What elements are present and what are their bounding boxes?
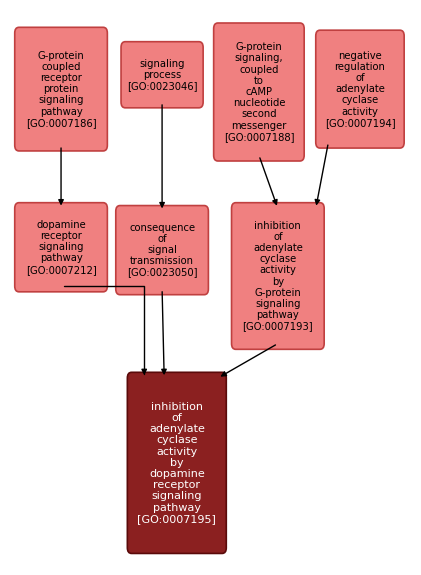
FancyBboxPatch shape [232,202,324,349]
FancyBboxPatch shape [127,373,226,553]
FancyBboxPatch shape [116,205,208,295]
Text: inhibition
of
adenylate
cyclase
activity
by
G-protein
signaling
pathway
[GO:0007: inhibition of adenylate cyclase activity… [242,221,313,331]
FancyBboxPatch shape [15,202,107,292]
Text: consequence
of
signal
transmission
[GO:0023050]: consequence of signal transmission [GO:0… [127,223,197,278]
FancyBboxPatch shape [213,23,304,161]
FancyBboxPatch shape [121,42,203,108]
Text: G-protein
signaling,
coupled
to
cAMP
nucleotide
second
messenger
[GO:0007188]: G-protein signaling, coupled to cAMP nuc… [224,42,294,142]
FancyBboxPatch shape [316,30,404,148]
Text: dopamine
receptor
signaling
pathway
[GO:0007212]: dopamine receptor signaling pathway [GO:… [26,220,96,275]
Text: signaling
process
[GO:0023046]: signaling process [GO:0023046] [127,59,197,91]
Text: inhibition
of
adenylate
cyclase
activity
by
dopamine
receptor
signaling
pathway
: inhibition of adenylate cyclase activity… [137,402,216,524]
Text: G-protein
coupled
receptor
protein
signaling
pathway
[GO:0007186]: G-protein coupled receptor protein signa… [26,51,96,128]
FancyBboxPatch shape [15,27,107,151]
Text: negative
regulation
of
adenylate
cyclase
activity
[GO:0007194]: negative regulation of adenylate cyclase… [325,51,395,128]
